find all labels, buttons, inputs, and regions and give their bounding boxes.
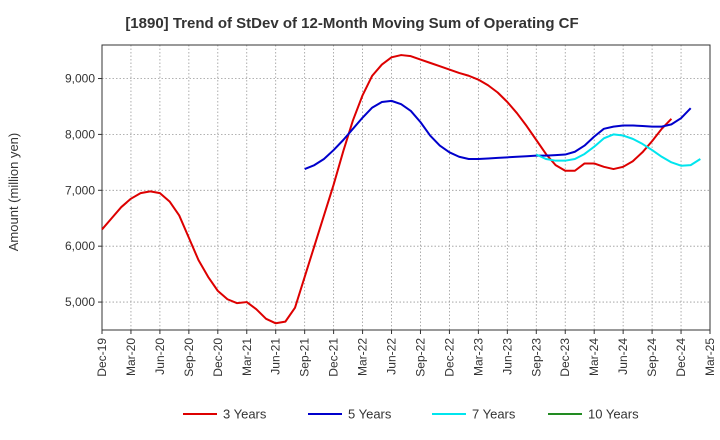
y-tick-label: 5,000 — [65, 295, 95, 309]
y-tick-label: 9,000 — [65, 72, 95, 86]
legend-label: 10 Years — [588, 407, 639, 422]
y-tick-label: 8,000 — [65, 127, 95, 141]
legend-item: 7 Years — [432, 407, 516, 422]
legend: 3 Years 5 Years 7 Years 10 Years — [183, 407, 639, 422]
legend-item: 5 Years — [308, 407, 392, 422]
series-line-7-years — [535, 133, 701, 167]
y-tick-label: 7,000 — [65, 183, 95, 197]
x-tick-label: Mar-22 — [356, 338, 370, 376]
x-tick-label: Mar-24 — [587, 338, 601, 376]
legend-label: 5 Years — [348, 407, 392, 422]
x-tick-label: Dec-22 — [442, 338, 456, 377]
legend-label: 7 Years — [472, 407, 516, 422]
plot-border — [101, 44, 711, 331]
series-line-3-years — [101, 54, 673, 325]
x-tick-label: Mar-25 — [703, 338, 717, 376]
x-tick-label: Jun-20 — [153, 338, 167, 375]
x-tick-label: Dec-24 — [674, 338, 688, 377]
legend-label: 3 Years — [223, 407, 267, 422]
x-tick-label: Sep-20 — [182, 338, 196, 377]
y-tick-label: 6,000 — [65, 239, 95, 253]
legend-item: 3 Years — [183, 407, 267, 422]
x-tick-label: Dec-20 — [211, 338, 225, 377]
x-tick-label: Jun-24 — [616, 338, 630, 375]
x-tick-label: Sep-24 — [645, 338, 659, 377]
x-tick-label: Dec-19 — [95, 338, 109, 377]
x-tick-label: Jun-23 — [500, 338, 514, 375]
x-tick-label: Jun-22 — [385, 338, 399, 375]
legend-item: 10 Years — [548, 407, 639, 422]
x-tick-label: Sep-23 — [529, 338, 543, 377]
x-tick-label: Dec-23 — [558, 338, 572, 377]
series-line-5-years — [304, 99, 692, 170]
chart-title: [1890] Trend of StDev of 12-Month Moving… — [125, 15, 578, 32]
x-tick-label: Mar-20 — [124, 338, 138, 376]
x-tick-label: Mar-23 — [471, 338, 485, 376]
x-tick-label: Dec-21 — [327, 338, 341, 377]
x-tick-label: Sep-22 — [413, 338, 427, 377]
y-axis-title: Amount (million yen) — [6, 133, 21, 252]
x-tick-label: Mar-21 — [240, 338, 254, 376]
x-tick-label: Jun-21 — [269, 338, 283, 375]
plot-area: 5,000 6,000 7,000 8,000 9,000 Dec-19 Mar-20 Jun… — [65, 44, 717, 377]
x-tick-label: Sep-21 — [298, 338, 312, 377]
